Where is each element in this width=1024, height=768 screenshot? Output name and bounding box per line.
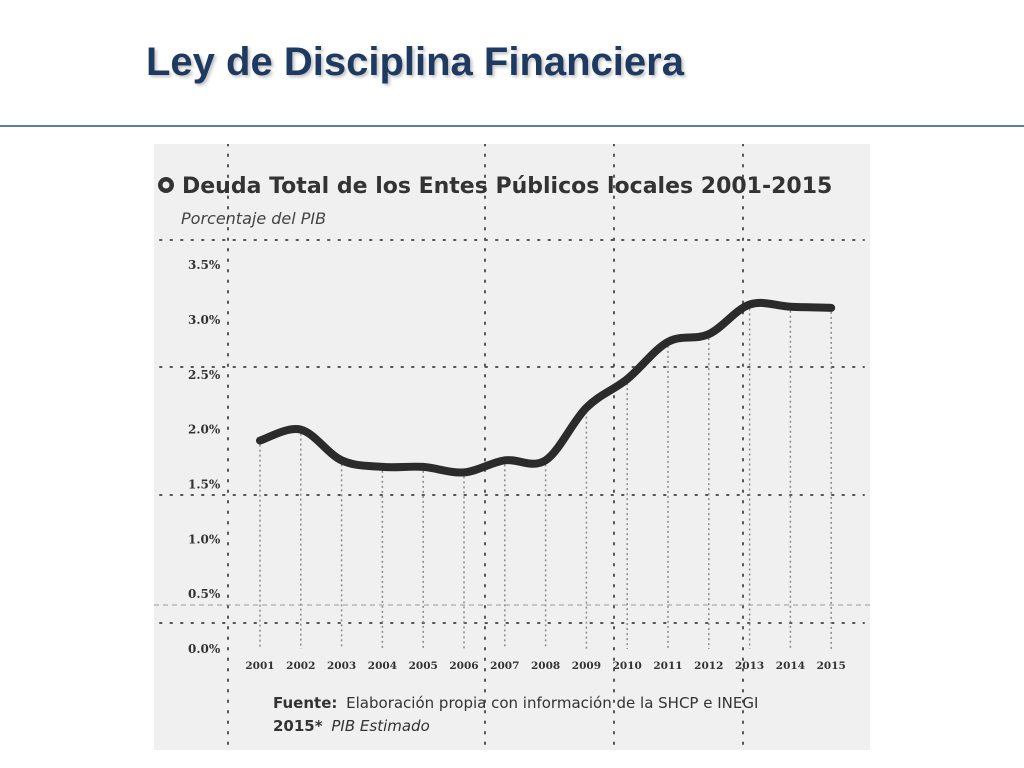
chart-subtitle: Porcentaje del PIB — [181, 209, 326, 228]
footnote-text: PIB Estimado — [331, 717, 429, 735]
x-tick-label: 2015 — [817, 660, 846, 672]
y-tick-label: 0.5% — [188, 587, 221, 601]
data-point — [746, 301, 754, 309]
data-point — [786, 303, 794, 311]
chart-panel — [154, 144, 870, 750]
data-point — [501, 456, 509, 464]
x-tick-labels: 2001 2002 2003 2004 2005 2006 2007 2008 2009 2010… — [245, 660, 845, 672]
data-point — [419, 463, 427, 471]
x-tick-label: 2006 — [449, 660, 478, 672]
data-point — [542, 456, 550, 464]
title-bullet-icon — [158, 177, 174, 193]
x-tick-label: 2013 — [735, 660, 764, 672]
data-point — [705, 330, 713, 338]
data-point — [623, 375, 631, 383]
x-tick-label: 2011 — [653, 660, 682, 672]
data-point — [664, 338, 672, 346]
drop-lines — [259, 308, 832, 649]
slide-title: Ley de Disciplina Financiera — [146, 40, 684, 84]
data-point — [297, 426, 305, 434]
y-tick-label: 2.0% — [188, 423, 221, 437]
chart-title: Deuda Total de los Entes Públicos locale… — [182, 174, 832, 199]
y-tick-label: 2.5% — [188, 368, 221, 382]
data-point — [378, 463, 386, 471]
x-tick-label: 2008 — [531, 660, 560, 672]
x-tick-label: 2003 — [327, 660, 356, 672]
y-tick-label: 1.5% — [188, 477, 221, 491]
y-tick-label: 1.0% — [188, 532, 221, 546]
series-layer — [256, 298, 836, 477]
y-tick-labels: 0.0% 0.5% 1.0% 1.5% 2.0% 2.5% 3.0% 3.5% — [188, 258, 221, 656]
x-tick-label: 2004 — [368, 660, 397, 672]
source-text: Elaboración propia con información de la… — [346, 694, 758, 712]
y-tick-label: 3.0% — [188, 313, 221, 327]
x-tick-label: 2005 — [409, 660, 438, 672]
data-point — [256, 437, 264, 445]
x-tick-label: 2002 — [286, 660, 315, 672]
footnote-label: 2015* — [273, 717, 323, 735]
x-tick-label: 2007 — [490, 660, 519, 672]
x-tick-label: 2010 — [613, 660, 642, 672]
debt-series-line — [256, 298, 836, 477]
x-tick-label: 2009 — [572, 660, 601, 672]
x-tick-label: 2012 — [694, 660, 723, 672]
x-tick-label: 2014 — [776, 660, 805, 672]
source-note: Fuente: Elaboración propia con informaci… — [273, 694, 758, 712]
source-label: Fuente: — [273, 694, 337, 712]
data-point — [338, 456, 346, 464]
data-point — [827, 304, 835, 312]
data-point — [582, 404, 590, 412]
y-tick-label: 0.0% — [188, 642, 221, 656]
y-tick-label: 3.5% — [188, 258, 221, 272]
data-point — [460, 468, 468, 476]
title-divider — [0, 125, 1024, 127]
footnote: 2015* PIB Estimado — [273, 717, 430, 735]
grid-layer — [154, 144, 870, 750]
x-tick-label: 2001 — [245, 660, 274, 672]
debt-line-chart: Deuda Total de los Entes Públicos locale… — [154, 144, 870, 750]
